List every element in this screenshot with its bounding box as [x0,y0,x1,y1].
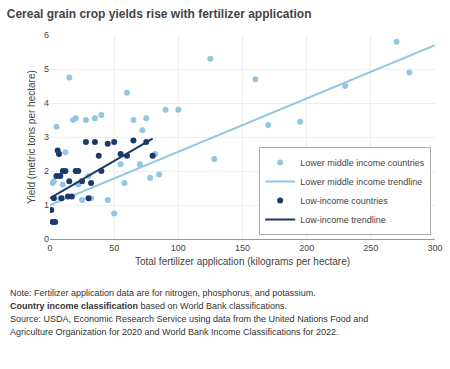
svg-text:250: 250 [363,243,378,253]
svg-text:Agriculture Organization for 2: Agriculture Organization for 2020 and Wo… [10,327,339,337]
svg-text:50: 50 [109,243,119,253]
svg-text:300: 300 [427,243,442,253]
svg-text:200: 200 [299,243,314,253]
svg-text:0: 0 [44,234,49,244]
svg-text:Total fertilizer application (: Total fertilizer application (kilograms … [135,256,350,267]
svg-text:150: 150 [235,243,250,253]
svg-text:6: 6 [44,30,49,40]
svg-text:1: 1 [44,200,49,210]
svg-text:Cereal grain crop yields rise: Cereal grain crop yields rise with ferti… [7,7,312,21]
svg-text:Lower middle income countries: Lower middle income countries [300,158,425,168]
svg-text:0: 0 [47,243,52,253]
svg-text:100: 100 [171,243,186,253]
svg-text:3: 3 [44,132,49,142]
svg-text:Note: Fertilizer application d: Note: Fertilizer application data are fo… [10,288,316,298]
svg-text:Lower middle income trendline: Lower middle income trendline [300,177,422,187]
svg-text:Low-income trendline: Low-income trendline [300,215,386,225]
svg-text:Low-income countries: Low-income countries [300,196,388,206]
svg-text:Country income classification: Country income classification based on W… [10,301,287,311]
svg-text:Source: USDA, Economic Researc: Source: USDA, Economic Research Service … [10,314,368,324]
svg-text:4: 4 [44,98,49,108]
svg-text:Yield (metric tons per hectare: Yield (metric tons per hectare) [26,70,37,204]
svg-text:2: 2 [44,166,49,176]
svg-text:5: 5 [44,64,49,74]
